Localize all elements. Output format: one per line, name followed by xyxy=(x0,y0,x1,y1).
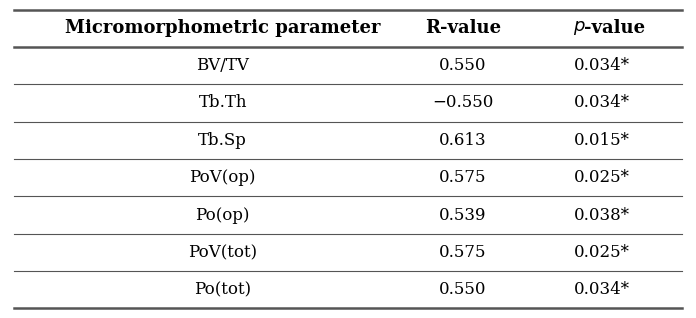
Text: -value: -value xyxy=(584,19,645,37)
Text: Po(op): Po(op) xyxy=(196,207,250,224)
Text: Micromorphometric parameter: Micromorphometric parameter xyxy=(65,19,381,37)
Text: Tb.Sp: Tb.Sp xyxy=(198,132,247,149)
Text: 0.015*: 0.015* xyxy=(574,132,630,149)
Text: 0.034*: 0.034* xyxy=(574,94,630,111)
Text: 0.025*: 0.025* xyxy=(574,169,630,186)
Text: BV/TV: BV/TV xyxy=(196,57,249,74)
Text: 0.025*: 0.025* xyxy=(574,244,630,261)
Text: 0.034*: 0.034* xyxy=(574,281,630,298)
Text: 0.550: 0.550 xyxy=(439,281,487,298)
Text: PoV(op): PoV(op) xyxy=(189,169,256,186)
Text: 0.613: 0.613 xyxy=(439,132,487,149)
Text: PoV(tot): PoV(tot) xyxy=(188,244,258,261)
Text: 0.550: 0.550 xyxy=(439,57,487,74)
Text: 0.575: 0.575 xyxy=(439,169,487,186)
Text: 0.575: 0.575 xyxy=(439,244,487,261)
Text: R-value: R-value xyxy=(425,19,501,37)
Text: −0.550: −0.550 xyxy=(432,94,493,111)
Text: Po(tot): Po(tot) xyxy=(194,281,251,298)
Text: 0.539: 0.539 xyxy=(439,207,487,224)
Text: 0.034*: 0.034* xyxy=(574,57,630,74)
Text: 0.038*: 0.038* xyxy=(574,207,630,224)
Text: $p$: $p$ xyxy=(573,19,585,37)
Text: Tb.Th: Tb.Th xyxy=(198,94,247,111)
